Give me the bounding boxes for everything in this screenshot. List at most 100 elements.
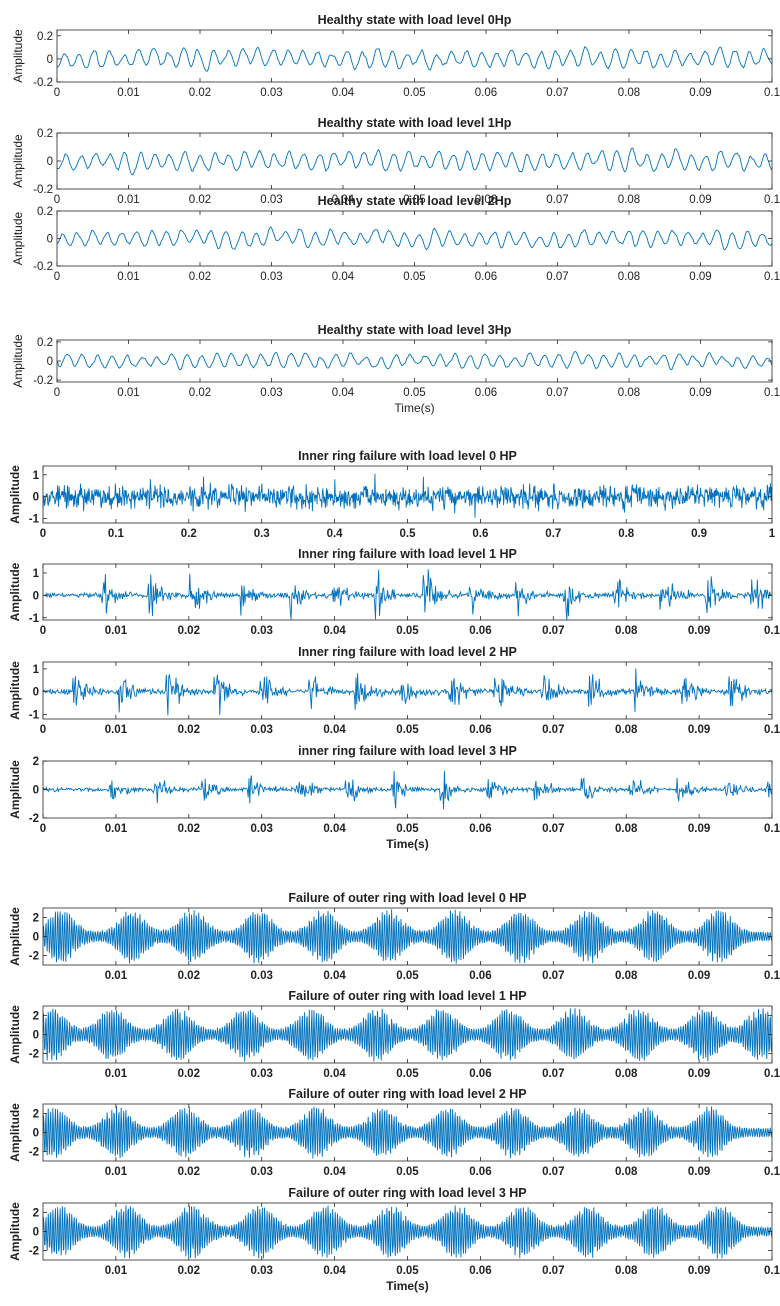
x-tick-label: 0.1 (764, 194, 780, 206)
panel-title: Inner ring failure with load level 1 HP (298, 547, 517, 561)
x-tick-label: 0.04 (332, 194, 355, 206)
y-axis-label: Amplitude (8, 1005, 22, 1064)
x-tick-label: 0.02 (189, 387, 211, 399)
x-tick-label: 0.08 (618, 271, 640, 283)
x-tick-label: 0.08 (618, 87, 640, 99)
y-tick-label: 1 (33, 470, 40, 482)
x-tick-label: 0.1 (764, 271, 780, 283)
y-tick-label: 0.2 (37, 128, 53, 140)
series-line-5 (43, 473, 772, 518)
x-tick-label: 0.06 (469, 625, 491, 637)
x-tick-label: 0.04 (323, 625, 346, 637)
x-tick-label: 0.1 (764, 387, 780, 399)
y-tick-label: 0 (33, 1030, 39, 1042)
panel-title: Failure of outer ring with load level 3 … (288, 1186, 526, 1200)
x-tick-label: 0.06 (469, 970, 491, 982)
x-tick-label: 0.06 (475, 87, 497, 99)
y-tick-label: 1 (33, 568, 40, 580)
panel-title: Healthy state with load level 2Hp (318, 194, 512, 208)
x-tick-label: 0.09 (689, 194, 711, 206)
x-tick-label: 0.4 (327, 528, 344, 540)
series-line-9 (43, 909, 772, 964)
y-tick-label: 1 (33, 664, 40, 676)
x-tick-label: 0.1 (764, 970, 780, 982)
x-tick-label: 0.02 (178, 1068, 200, 1080)
x-tick-label: 0.06 (469, 823, 491, 835)
x-tick-label: 0.02 (178, 823, 200, 835)
x-tick-label: 0.07 (542, 970, 564, 982)
x-tick-label: 0.01 (105, 1166, 128, 1178)
x-tick-label: 0 (40, 724, 46, 736)
x-tick-label: 0.05 (396, 724, 419, 736)
panel-11: Failure of outer ring with load level 2 … (8, 1087, 780, 1178)
panel-10: Failure of outer ring with load level 1 … (8, 989, 780, 1080)
x-tick-label: 0.1 (764, 1068, 780, 1080)
x-tick-label: 0.01 (117, 194, 139, 206)
x-tick-label: 0.05 (396, 970, 419, 982)
y-tick-label: 2 (33, 1109, 39, 1121)
x-tick-label: 0.05 (396, 1166, 419, 1178)
x-tick-label: 0.04 (323, 1068, 346, 1080)
x-tick-label: 0.02 (178, 625, 200, 637)
x-tick-label: 0 (40, 625, 46, 637)
x-tick-label: 0 (54, 271, 60, 283)
x-tick-label: 0.03 (260, 387, 282, 399)
axes-frame (56, 132, 773, 190)
x-tick-label: 0.09 (688, 724, 710, 736)
series-line-2 (57, 147, 772, 176)
y-tick-label: 0.2 (37, 337, 53, 349)
y-axis-label: Amplitude (11, 134, 25, 188)
x-tick-label: 0.04 (323, 1265, 346, 1277)
x-tick-label: 0.07 (542, 823, 564, 835)
panel-title: Failure of outer ring with load level 0 … (288, 891, 526, 905)
series-line-1 (57, 46, 772, 72)
y-tick-label: 0 (33, 785, 39, 797)
x-tick-label: 0.07 (546, 194, 568, 206)
x-tick-label: 0.01 (105, 970, 128, 982)
x-tick-label: 0.07 (542, 1068, 564, 1080)
x-tick-label: 0.09 (688, 625, 710, 637)
y-axis-label: Amplitude (8, 1103, 22, 1162)
x-tick-label: 0.06 (475, 271, 497, 283)
x-tick-label: 0.02 (189, 87, 211, 99)
y-tick-label: 0 (47, 234, 53, 246)
x-tick-label: 0.04 (332, 387, 355, 399)
x-tick-label: 0.07 (546, 271, 568, 283)
panel-12: Failure of outer ring with load level 3 … (8, 1186, 780, 1293)
panel-4: Healthy state with load level 3Hp 0 0.01 0.… (11, 323, 780, 415)
x-tick-label: 0.03 (251, 625, 273, 637)
panel-9: Failure of outer ring with load level 0 … (8, 891, 780, 982)
y-tick-label: 0 (33, 590, 39, 602)
axes-frame (56, 29, 773, 83)
panel-1: Healthy state with load level 0Hp 0 0.01 0.… (11, 13, 780, 99)
y-tick-label: -2 (29, 813, 39, 825)
x-tick-label: 0.05 (396, 625, 419, 637)
x-tick-label: 0.01 (117, 87, 139, 99)
y-tick-label: 0 (47, 356, 53, 368)
y-tick-label: -2 (29, 1246, 39, 1258)
x-tick-label: 0.04 (332, 271, 355, 283)
x-tick-label: 0 (54, 194, 60, 206)
x-tick-label: 0 (54, 387, 60, 399)
panel-7: Inner ring failure with load level 2 HP 0… (8, 645, 780, 736)
x-tick-label: 0.01 (105, 1265, 128, 1277)
x-tick-label: 0.03 (251, 823, 273, 835)
series-line-3 (57, 226, 772, 251)
y-tick-label: -0.2 (33, 184, 53, 196)
x-tick-label: 0.1 (764, 1166, 780, 1178)
y-tick-label: 0.2 (37, 31, 53, 43)
x-tick-label: 1 (769, 528, 776, 540)
panel-2: Healthy state with load level 1Hp 0 0.01 0.… (11, 116, 780, 206)
x-tick-label: 0.08 (615, 625, 638, 637)
y-tick-label: 0 (47, 156, 53, 168)
y-axis-label: Amplitude (8, 907, 22, 966)
x-tick-label: 0.07 (546, 387, 568, 399)
x-tick-label: 0.1 (764, 1265, 780, 1277)
panel-title: Inner ring failure with load level 0 HP (298, 449, 517, 463)
x-tick-label: 0.08 (615, 1265, 638, 1277)
x-tick-label: 0.1 (764, 823, 780, 835)
y-axis-label: Amplitude (8, 661, 22, 720)
x-tick-label: 0.06 (475, 194, 497, 206)
y-axis-label: Amplitude (11, 29, 25, 83)
y-tick-label: 2 (33, 1011, 39, 1023)
